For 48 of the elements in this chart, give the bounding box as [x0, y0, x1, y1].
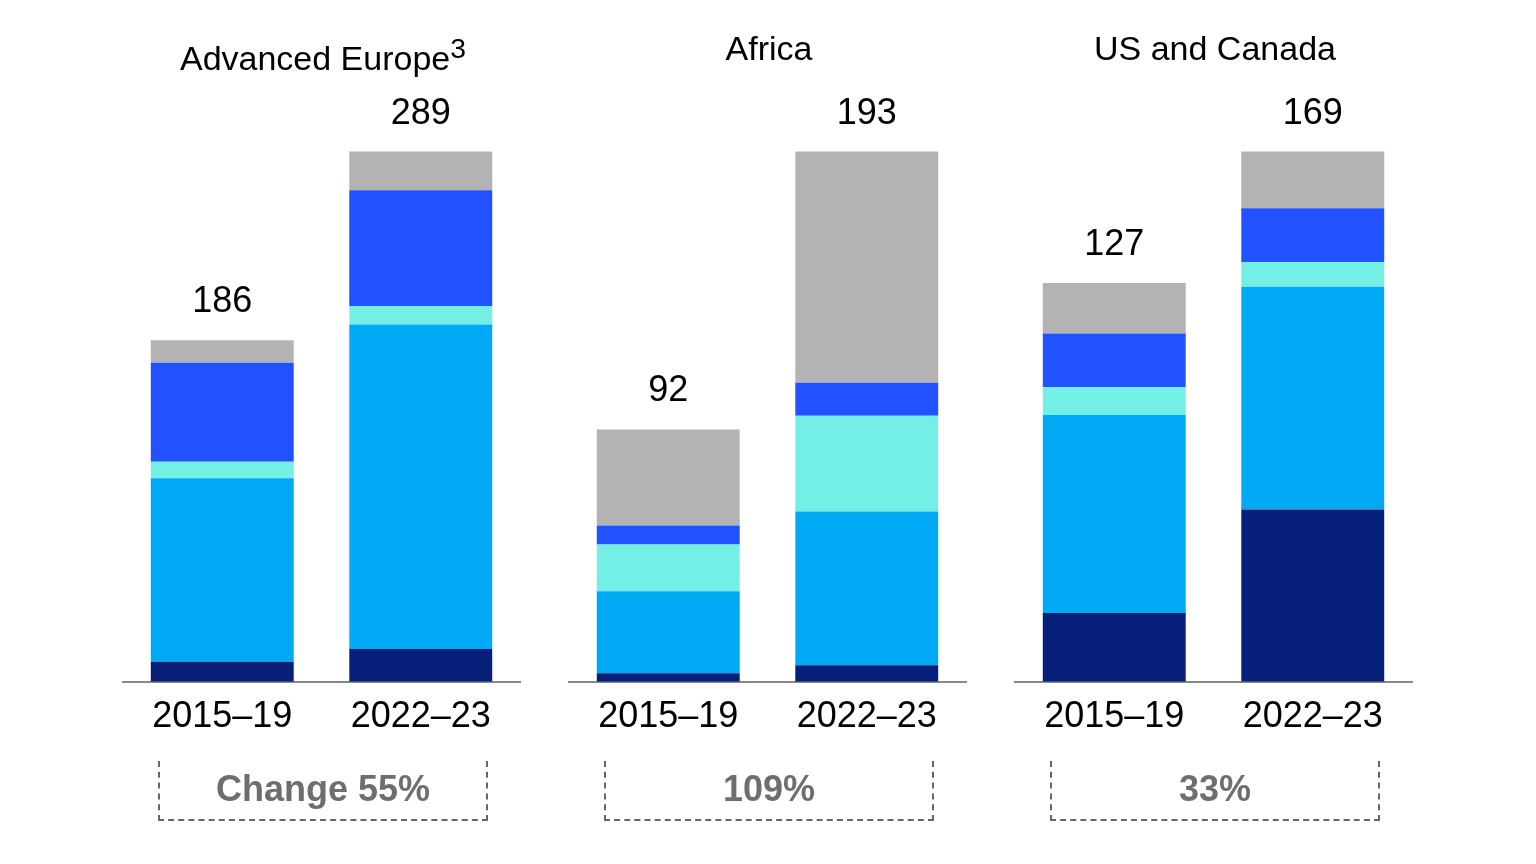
bar — [596, 525, 740, 545]
bar — [795, 382, 939, 416]
bar — [596, 429, 740, 526]
bar — [596, 544, 740, 592]
bar — [150, 478, 294, 662]
bar — [1241, 509, 1385, 682]
bar — [349, 324, 493, 649]
bar — [795, 665, 939, 682]
bar — [1241, 151, 1385, 209]
bar — [795, 415, 939, 512]
bar — [1042, 387, 1186, 416]
dashed-box: Change 55% — [158, 761, 488, 821]
annotation: 92 — [648, 368, 689, 410]
bar — [1241, 261, 1385, 287]
chart-title: US and Canada — [1093, 28, 1337, 69]
bar — [1042, 415, 1186, 613]
bar — [1042, 283, 1186, 334]
bar — [795, 151, 939, 383]
x-tick-label: 2022–23 — [350, 694, 491, 736]
annotation: 289 — [390, 90, 451, 132]
bar — [349, 151, 493, 191]
bar — [1241, 208, 1385, 262]
x-tick-label: 2015–19 — [152, 694, 293, 736]
dashed-box: 109% — [604, 761, 934, 821]
bar — [150, 362, 294, 462]
bar — [1042, 612, 1186, 682]
annotation: 169 — [1282, 90, 1343, 132]
bar — [596, 591, 740, 674]
bar — [349, 648, 493, 682]
dashed-box: 33% — [1050, 761, 1380, 821]
chart-title: Africa — [724, 28, 814, 69]
chart-title: Advanced Europe$^{3}$ — [178, 31, 468, 80]
x-tick-label: 2015–19 — [1044, 694, 1185, 736]
bar — [349, 190, 493, 306]
bar — [150, 340, 294, 363]
x-tick-label: 2015–19 — [598, 694, 739, 736]
annotation: 127 — [1084, 222, 1145, 264]
x-tick-label: 2022–23 — [1242, 694, 1383, 736]
bar — [150, 661, 294, 682]
bar — [596, 673, 740, 682]
bar — [795, 511, 939, 666]
x-tick-label: 2022–23 — [796, 694, 937, 736]
bar — [150, 461, 294, 479]
annotation: 186 — [192, 279, 253, 321]
bar — [1241, 286, 1385, 510]
bar — [1042, 333, 1186, 388]
annotation: 193 — [836, 90, 897, 132]
bar — [349, 305, 493, 325]
